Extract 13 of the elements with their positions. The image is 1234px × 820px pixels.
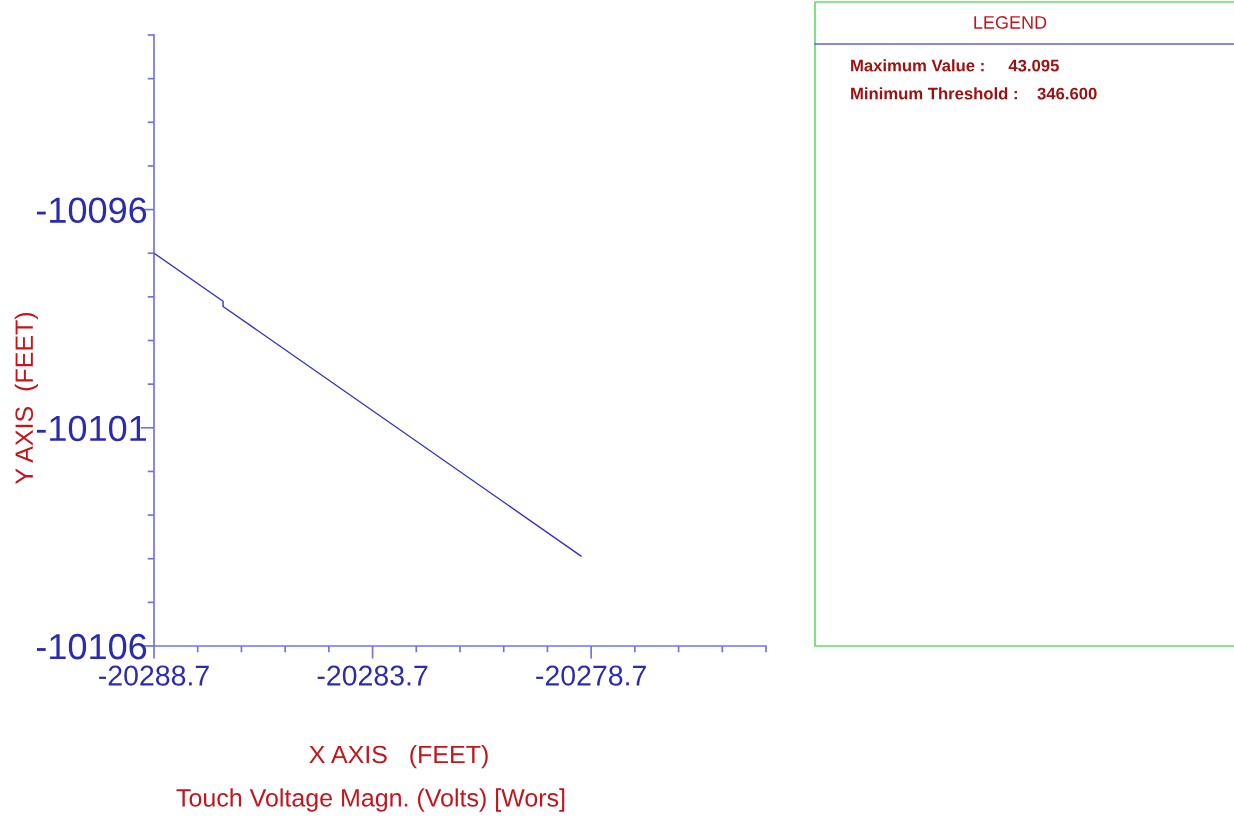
y-axis-title: Y AXIS (FEET) <box>14 312 38 485</box>
y-tick-label: -10096 <box>36 197 147 224</box>
x-tick-label: -20288.7 <box>99 665 209 686</box>
text: Touch Voltage Magn. (Volts) [Wors] <box>176 788 565 812</box>
line-series <box>154 252 582 557</box>
y-tick-label: -10106 <box>36 633 147 660</box>
text: LEGEND <box>974 16 1047 29</box>
x-axis-title: X AXIS (FEET) <box>309 745 488 769</box>
text: Maximum Value : 43.095 <box>851 59 1059 72</box>
y-tick-label: -10101 <box>36 415 146 442</box>
x-tick-label: -20278.7 <box>536 665 646 686</box>
x-tick-label: -20283.7 <box>317 665 428 686</box>
text: Minimum Threshold : 346.600 <box>851 87 1097 100</box>
